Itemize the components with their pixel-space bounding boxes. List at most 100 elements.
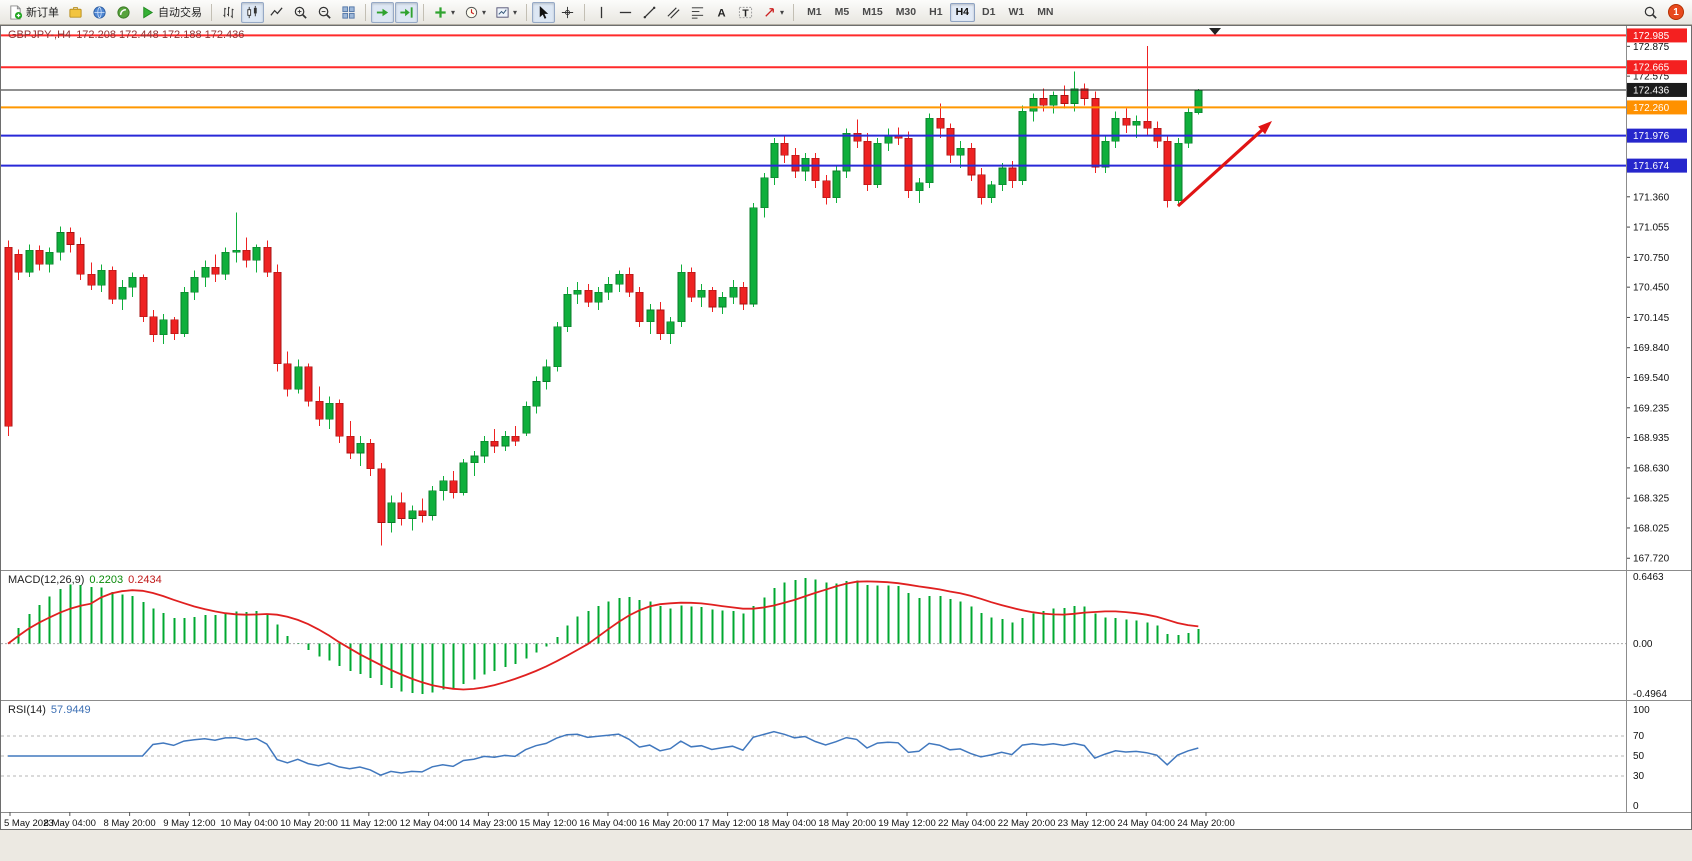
dropdown-caret	[780, 6, 784, 18]
text-tool-button[interactable]: A	[710, 2, 733, 23]
candlestick-chart-button[interactable]	[241, 1, 264, 23]
time-label: 16 May 20:00	[639, 818, 697, 829]
channel-icon	[667, 6, 680, 19]
timeframe-button-h4[interactable]: H4	[949, 2, 975, 22]
toolbar-separator	[423, 3, 424, 21]
cursor-button[interactable]	[532, 1, 556, 23]
trend-arrow-head[interactable]	[1258, 121, 1272, 135]
periods-button[interactable]	[460, 2, 490, 23]
indicators-button[interactable]	[429, 2, 459, 23]
candle-body	[139, 276, 148, 318]
timeframe-button-mn[interactable]: MN	[1037, 6, 1054, 18]
autotrade-label: 自动交易	[158, 7, 202, 19]
chart-shift-icon	[400, 6, 413, 18]
price-badge	[1627, 128, 1687, 143]
candle-body	[490, 440, 499, 447]
candle-body	[604, 283, 613, 293]
arrows-tool-button[interactable]	[758, 2, 788, 23]
search-icon	[1644, 6, 1657, 19]
candle-body	[335, 403, 344, 437]
templates-button[interactable]	[491, 2, 521, 23]
trendline-tool-button[interactable]	[638, 2, 661, 23]
candle-body	[801, 157, 810, 172]
zoom-in-button[interactable]	[289, 2, 312, 23]
trend-arrow-line[interactable]	[1176, 127, 1265, 208]
bar-chart-button[interactable]	[217, 2, 240, 23]
line-chart-button[interactable]	[265, 2, 288, 23]
channel-tool-button[interactable]	[662, 2, 685, 23]
price-badge-label: 172.665	[1633, 63, 1670, 74]
price-badge	[1627, 158, 1687, 173]
macd-label: MACD(12,26,9) 0.2203 0.2434	[8, 574, 167, 586]
price-badge	[1627, 28, 1687, 43]
autoscroll-button[interactable]	[371, 1, 394, 23]
search-button[interactable]	[1639, 2, 1662, 23]
timeframe-button-m30[interactable]: M30	[895, 6, 917, 18]
new-order-icon	[10, 4, 23, 20]
candle-body	[770, 142, 779, 179]
text-label-tool-button[interactable]: T	[734, 2, 757, 23]
dropdown-caret	[513, 6, 517, 18]
candle-body	[252, 247, 261, 261]
add-indicator-icon	[435, 6, 446, 18]
price-tick-label: 167.720	[1633, 554, 1670, 565]
notifications-badge[interactable]: 1	[1668, 4, 1684, 20]
candle-body	[904, 137, 913, 192]
autotrade-button[interactable]: 自动交易	[136, 2, 206, 23]
chart-shift-marker[interactable]	[1209, 28, 1221, 35]
candle-body	[356, 442, 365, 454]
trendline-icon	[643, 6, 656, 18]
price-badge-label: 171.976	[1633, 131, 1670, 142]
line-chart-icon	[270, 6, 283, 16]
time-label: 8 May 20:00	[103, 818, 155, 829]
timeframe-button-m1[interactable]: M1	[807, 6, 822, 18]
community-icon	[117, 5, 130, 19]
candle-body	[584, 289, 593, 303]
time-label: 8 May 04:00	[44, 818, 96, 829]
candle-body	[687, 271, 696, 298]
price-tick-label: 168.025	[1633, 523, 1670, 534]
candle-body	[791, 154, 800, 172]
time-label: 15 May 12:00	[519, 818, 577, 829]
timeframe-button-m15[interactable]: M15	[862, 6, 883, 18]
candle-body	[315, 401, 324, 420]
vertical-line-tool-button[interactable]	[590, 2, 613, 23]
chart-shift-button[interactable]	[395, 1, 418, 23]
candle-body	[739, 286, 748, 305]
candle-body	[304, 366, 313, 402]
zoom-out-button[interactable]	[313, 2, 336, 23]
candle-body	[1174, 142, 1183, 202]
horizontal-line-tool-button[interactable]	[614, 2, 637, 23]
community-button[interactable]	[112, 2, 135, 23]
bar-chart-icon	[223, 6, 234, 18]
toolbar-right-group: 1	[1639, 2, 1688, 23]
timeframe-button-m5[interactable]: M5	[834, 6, 850, 18]
timeframe-button-w1[interactable]: W1	[1008, 6, 1025, 18]
crosshair-button[interactable]	[556, 2, 579, 23]
fibonacci-tool-button[interactable]	[686, 2, 709, 23]
candle-body	[1029, 98, 1038, 112]
price-tick-label: 170.750	[1633, 253, 1670, 264]
candle-body	[1008, 167, 1017, 182]
price-badge	[1627, 60, 1687, 75]
candle-body	[708, 289, 717, 308]
candle-body	[729, 286, 738, 298]
candle-body	[635, 291, 644, 323]
candle-body	[542, 366, 551, 382]
timeframe-button-d1[interactable]: D1	[982, 6, 996, 18]
candle-body	[780, 142, 789, 156]
market-button[interactable]	[88, 2, 111, 23]
timeframe-button-h1[interactable]: H1	[929, 6, 943, 18]
time-label: 24 May 20:00	[1177, 818, 1235, 829]
candle-body	[128, 276, 137, 288]
candle-body	[1122, 118, 1131, 126]
new-order-button[interactable]: 新订单	[4, 2, 63, 23]
tile-windows-icon	[342, 5, 355, 19]
price-badge-label: 171.674	[1633, 161, 1670, 172]
tile-windows-button[interactable]	[337, 2, 360, 23]
candle-body	[397, 502, 406, 519]
candle-body	[677, 271, 686, 323]
toolbox-button[interactable]	[64, 2, 87, 23]
toolbar-separator	[584, 3, 586, 21]
